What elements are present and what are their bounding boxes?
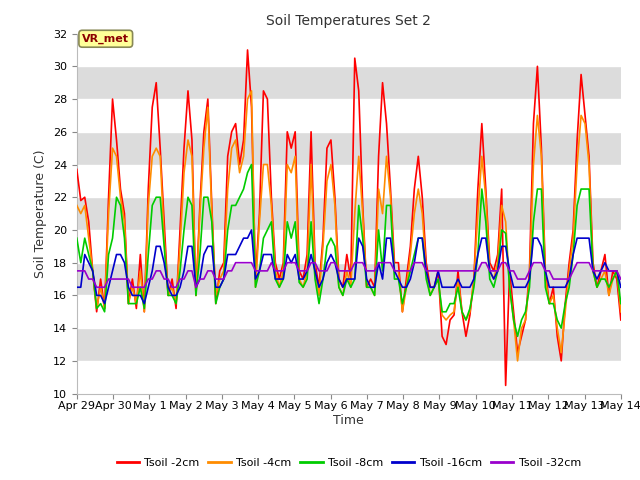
Tsoil -16cm	[280, 276, 287, 282]
Tsoil -32cm	[232, 260, 239, 265]
Line: Tsoil -16cm: Tsoil -16cm	[77, 230, 621, 304]
Tsoil -2cm	[73, 167, 81, 172]
Tsoil -2cm	[275, 276, 283, 282]
Bar	[77, 99, 621, 132]
Tsoil -2cm	[502, 383, 509, 388]
Bar	[77, 361, 621, 394]
Line: Tsoil -32cm: Tsoil -32cm	[77, 263, 621, 287]
Tsoil -4cm	[248, 88, 255, 94]
Tsoil -8cm	[387, 203, 394, 208]
Tsoil -8cm	[275, 284, 283, 290]
Tsoil -16cm	[390, 268, 398, 274]
Tsoil -32cm	[280, 268, 287, 274]
Tsoil -4cm	[617, 309, 625, 315]
Tsoil -8cm	[617, 300, 625, 307]
Bar	[77, 34, 621, 66]
Text: VR_met: VR_met	[82, 34, 129, 44]
Tsoil -2cm	[541, 268, 549, 274]
Tsoil -16cm	[613, 268, 621, 274]
Tsoil -32cm	[93, 284, 100, 290]
X-axis label: Time: Time	[333, 414, 364, 427]
Tsoil -2cm	[466, 312, 474, 318]
Tsoil -16cm	[470, 276, 477, 282]
Tsoil -2cm	[613, 276, 621, 282]
Tsoil -16cm	[100, 300, 108, 307]
Line: Tsoil -8cm: Tsoil -8cm	[77, 165, 621, 336]
Tsoil -16cm	[541, 268, 549, 274]
Tsoil -8cm	[514, 334, 522, 339]
Y-axis label: Soil Temperature (C): Soil Temperature (C)	[35, 149, 47, 278]
Tsoil -16cm	[617, 284, 625, 290]
Bar	[77, 165, 621, 197]
Bar	[77, 295, 621, 328]
Tsoil -16cm	[295, 276, 303, 282]
Tsoil -16cm	[248, 227, 255, 233]
Tsoil -2cm	[244, 47, 252, 53]
Bar	[77, 230, 621, 263]
Tsoil -8cm	[541, 284, 549, 290]
Tsoil -4cm	[541, 276, 549, 282]
Tsoil -32cm	[470, 268, 477, 274]
Tsoil -32cm	[617, 276, 625, 282]
Line: Tsoil -2cm: Tsoil -2cm	[77, 50, 621, 385]
Tsoil -4cm	[291, 154, 299, 159]
Tsoil -4cm	[466, 309, 474, 315]
Tsoil -2cm	[617, 317, 625, 323]
Tsoil -4cm	[514, 358, 522, 364]
Tsoil -4cm	[613, 268, 621, 274]
Tsoil -16cm	[73, 284, 81, 290]
Tsoil -4cm	[73, 203, 81, 208]
Tsoil -8cm	[291, 219, 299, 225]
Bar	[77, 328, 621, 361]
Tsoil -32cm	[390, 268, 398, 274]
Tsoil -32cm	[613, 268, 621, 274]
Tsoil -32cm	[295, 268, 303, 274]
Bar	[77, 197, 621, 230]
Tsoil -4cm	[275, 284, 283, 290]
Tsoil -8cm	[248, 162, 255, 168]
Tsoil -32cm	[73, 268, 81, 274]
Tsoil -8cm	[73, 235, 81, 241]
Tsoil -2cm	[291, 129, 299, 135]
Bar	[77, 263, 621, 295]
Tsoil -4cm	[387, 194, 394, 200]
Title: Soil Temperatures Set 2: Soil Temperatures Set 2	[266, 14, 431, 28]
Tsoil -32cm	[541, 268, 549, 274]
Tsoil -8cm	[466, 306, 474, 312]
Tsoil -8cm	[613, 268, 621, 274]
Line: Tsoil -4cm: Tsoil -4cm	[77, 91, 621, 361]
Tsoil -2cm	[387, 186, 394, 192]
Bar	[77, 66, 621, 99]
Bar	[77, 132, 621, 165]
Legend: Tsoil -2cm, Tsoil -4cm, Tsoil -8cm, Tsoil -16cm, Tsoil -32cm: Tsoil -2cm, Tsoil -4cm, Tsoil -8cm, Tsoi…	[112, 453, 586, 472]
